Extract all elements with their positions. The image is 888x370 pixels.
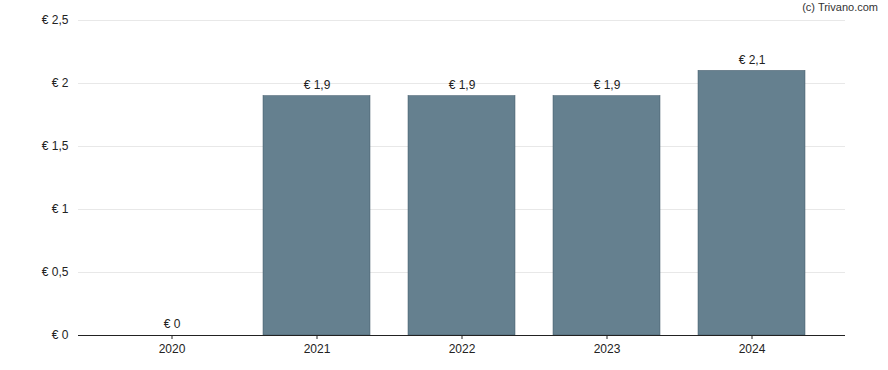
html-text:(c) Trivano.com: (c) Trivano.com	[802, 1, 878, 13]
svg-text:€ 0: € 0	[52, 328, 69, 342]
svg-text:2020: 2020	[159, 342, 186, 356]
svg-text:€ 2: € 2	[52, 76, 69, 90]
svg-text:€ 1,9: € 1,9	[449, 78, 476, 92]
svg-text:2024: 2024	[739, 342, 766, 356]
svg-text:€ 1,9: € 1,9	[304, 78, 331, 92]
svg-text:2023: 2023	[594, 342, 621, 356]
svg-text:2021: 2021	[304, 342, 331, 356]
svg-text:€ 0: € 0	[164, 317, 181, 331]
svg-text:2022: 2022	[449, 342, 476, 356]
svg-text:€ 2,5: € 2,5	[42, 13, 69, 27]
svg-text:€ 1,9: € 1,9	[594, 78, 621, 92]
svg-text:€ 2,1: € 2,1	[739, 53, 766, 67]
svg-text:€ 1,5: € 1,5	[42, 139, 69, 153]
svg-text:€ 0,5: € 0,5	[42, 265, 69, 279]
svg-text:€ 1: € 1	[52, 202, 69, 216]
